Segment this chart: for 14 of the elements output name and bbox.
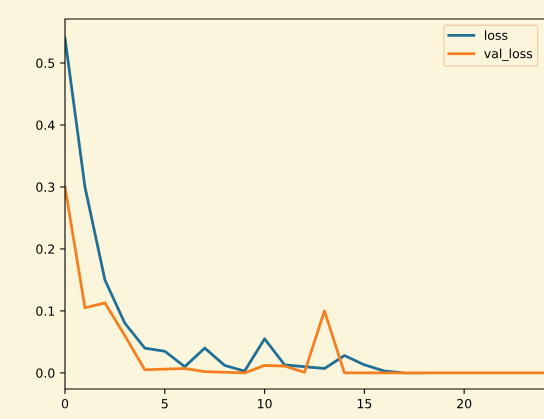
x-tick-label: 5 (162, 399, 168, 408)
x-tick-label: 0 (62, 398, 68, 408)
line-series (65, 186, 544, 374)
y-tick-label: 0.5 (36, 58, 54, 68)
legend-label: loss (485, 30, 508, 40)
x-tick-label: 20 (457, 398, 472, 408)
y-tick-label: 0.3 (36, 182, 54, 192)
x-tick-label: 15 (358, 399, 372, 408)
y-tick-label: 0.0 (36, 368, 54, 378)
x-tick-label: 10 (258, 398, 272, 408)
y-tick-label: 0.1 (36, 306, 54, 316)
legend-label: val_loss (484, 48, 532, 62)
y-tick-label: 0.2 (36, 244, 54, 254)
y-tick-label: 0.4 (36, 120, 55, 130)
